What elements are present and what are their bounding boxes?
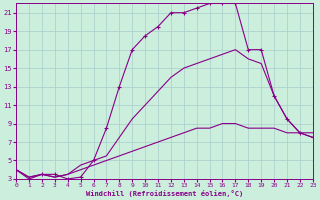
X-axis label: Windchill (Refroidissement éolien,°C): Windchill (Refroidissement éolien,°C) <box>86 190 243 197</box>
